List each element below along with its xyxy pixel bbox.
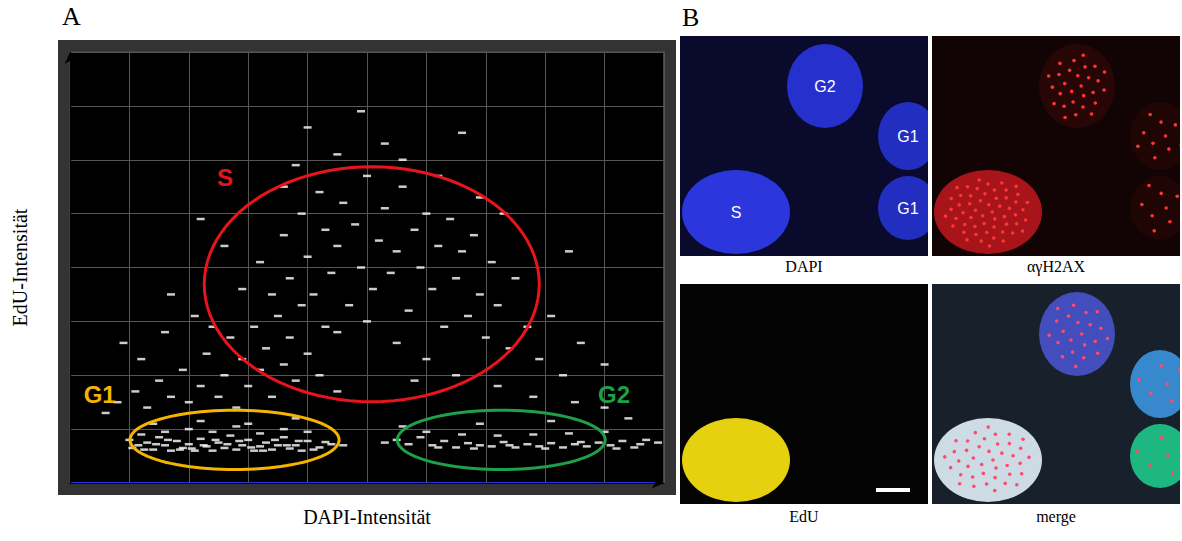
svg-text:G1: G1 bbox=[897, 128, 918, 145]
svg-text:DAPI-Intensität: DAPI-Intensität bbox=[303, 506, 431, 528]
svg-text:S: S bbox=[217, 164, 233, 191]
svg-text:G1: G1 bbox=[897, 200, 918, 217]
svg-text:G2: G2 bbox=[814, 78, 835, 95]
svg-text:G1: G1 bbox=[84, 381, 116, 408]
svg-text:DAPI: DAPI bbox=[785, 258, 822, 275]
svg-text:EdU-Intensität: EdU-Intensität bbox=[9, 208, 31, 326]
svg-text:αγH2AX: αγH2AX bbox=[1027, 258, 1086, 276]
svg-text:merge: merge bbox=[1036, 508, 1076, 526]
svg-text:S: S bbox=[731, 204, 742, 221]
svg-text:EdU: EdU bbox=[789, 508, 819, 525]
svg-text:G2: G2 bbox=[598, 381, 630, 408]
svg-text:B: B bbox=[682, 3, 699, 32]
html-text:A: A bbox=[62, 2, 81, 31]
